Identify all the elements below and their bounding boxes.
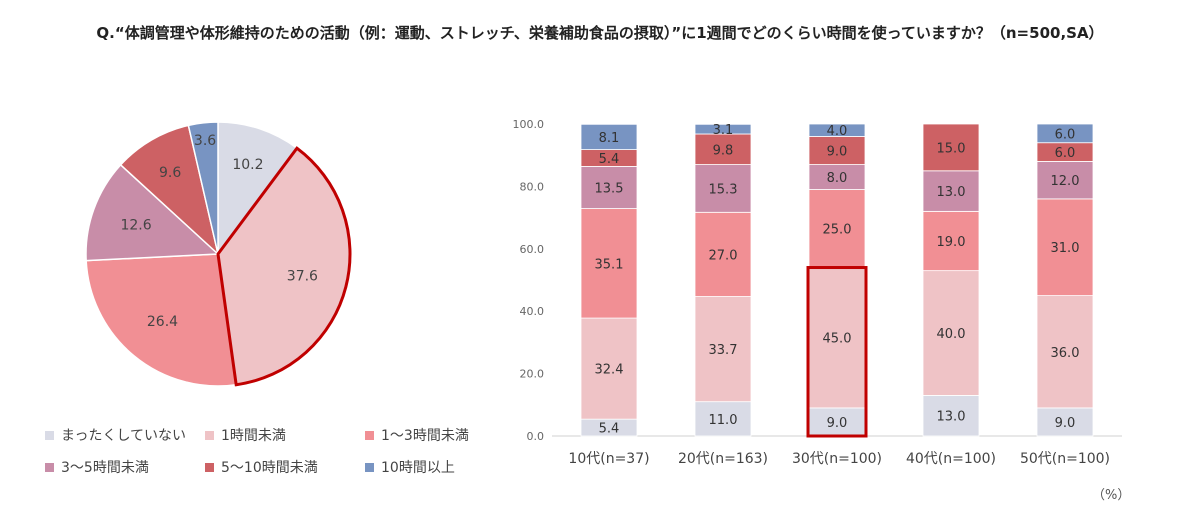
pie-slice: [85, 163, 220, 262]
legend: まったくしていない 1時間未満 1〜3時間未満 3〜5時間未満 5〜10時間未満…: [45, 425, 505, 477]
bar-segment: [808, 407, 866, 437]
x-category-label: 40代(n=100): [906, 451, 996, 467]
bar-segment: [808, 164, 866, 190]
bar-data-label: 6.0: [1055, 127, 1076, 142]
bar-segment: [1036, 198, 1094, 296]
bar-data-label: 40.0: [937, 327, 966, 342]
legend-swatch: [205, 430, 214, 440]
bar-data-label: 9.0: [1055, 416, 1076, 431]
bar-data-label: 11.0: [709, 413, 738, 428]
bar-data-label: 13.0: [937, 185, 966, 200]
bar-data-label: 27.0: [709, 248, 738, 263]
bar-data-label: 15.0: [937, 141, 966, 156]
legend-swatch: [365, 462, 374, 472]
pie-highlight-outline: [216, 146, 352, 387]
bar-segment: [922, 210, 980, 272]
y-tick-label: 0.0: [527, 430, 545, 443]
bar-data-label: 25.0: [823, 223, 852, 238]
pie-slice: [217, 121, 298, 257]
bar-segment: [694, 296, 752, 403]
legend-label: 10時間以上: [381, 460, 455, 476]
bar-data-label: 32.4: [595, 363, 624, 378]
chart-title: Q.“体調管理や体形維持のための活動（例：運動、ストレッチ、栄養補助食品の摂取）…: [96, 24, 1104, 42]
bar-data-label: 13.0: [937, 410, 966, 425]
bar-segment: [1036, 407, 1094, 437]
bar-data-label: 3.1: [713, 123, 734, 138]
unit-label: （%）: [1092, 488, 1131, 503]
bar-data-label: 4.0: [827, 124, 848, 139]
legend-item: 5〜10時間未満: [205, 457, 365, 477]
legend-swatch: [45, 430, 54, 440]
bar-segment: [694, 123, 752, 135]
bar-segment: [580, 166, 638, 209]
legend-swatch: [45, 462, 54, 472]
legend-label: 1〜3時間未満: [381, 428, 469, 444]
bar-data-label: 31.0: [1051, 241, 1080, 256]
pie-data-label: 9.6: [159, 165, 181, 181]
stacked-bar-chart: 0.0 20.0 40.0 60.0 80.0 100.0 5.4 32.4 35.1 13.5 5…: [513, 118, 1122, 467]
bar-data-label: 12.0: [1051, 174, 1080, 189]
pie-data-label: 12.6: [120, 217, 151, 233]
bar-data-label: 6.0: [1055, 146, 1076, 161]
legend-swatch: [205, 462, 214, 472]
pie-slice: [119, 124, 220, 257]
pie-data-label: 10.2: [232, 157, 263, 173]
bar-data-label: 45.0: [823, 332, 852, 347]
bar-segment: [808, 189, 866, 268]
legend-label: まったくしていない: [61, 428, 187, 444]
bar-segment: [694, 211, 752, 297]
legend-label: 1時間未満: [221, 428, 286, 444]
pie-slice: [85, 253, 238, 387]
bar-data-label: 5.4: [599, 152, 620, 167]
bar-data-label: 33.7: [709, 343, 738, 358]
bar-data-label: 9.0: [827, 145, 848, 160]
pie-data-label: 37.6: [287, 269, 318, 285]
bar-segment: [694, 401, 752, 437]
bar-data-label: 13.5: [595, 181, 624, 196]
y-tick-label: 100.0: [513, 118, 545, 131]
bar-data-label: 36.0: [1051, 346, 1080, 361]
x-category-label: 50代(n=100): [1020, 451, 1110, 467]
bar-data-label: 19.0: [937, 235, 966, 250]
bar-segment: [580, 208, 638, 319]
legend-item: まったくしていない: [45, 425, 205, 445]
bar-highlight-outline: [806, 266, 868, 438]
legend-item: 10時間以上: [365, 457, 505, 477]
bar-segment: [580, 123, 638, 150]
x-category-label: 10代(n=37): [568, 451, 649, 467]
pie-data-label: 26.4: [147, 314, 178, 330]
bar-segment: [1036, 161, 1094, 200]
bar-segment: [1036, 295, 1094, 409]
bar-segment: [922, 123, 980, 172]
legend-item: 1時間未満: [205, 425, 365, 445]
legend-item: 1〜3時間未満: [365, 425, 505, 445]
legend-label: 5〜10時間未満: [221, 460, 318, 476]
bar-data-label: 35.1: [595, 257, 624, 272]
y-tick-label: 60.0: [520, 243, 545, 256]
bar-segment: [694, 133, 752, 165]
bar-segment: [1036, 123, 1094, 144]
legend-item: 3〜5時間未満: [45, 457, 205, 477]
bar-segment: [808, 136, 866, 165]
bar-segment: [922, 170, 980, 212]
bar-data-label: 9.8: [713, 143, 734, 158]
pie-chart: 10.2 37.6 26.4 12.6 9.6 3.6: [85, 121, 352, 387]
y-tick-label: 80.0: [520, 180, 545, 193]
bar-data-label: 9.0: [827, 416, 848, 431]
bar-data-label: 8.0: [827, 171, 848, 186]
y-tick-label: 20.0: [520, 368, 545, 381]
pie-slice: [187, 121, 219, 255]
x-category-label: 30代(n=100): [792, 451, 882, 467]
bar-segment: [922, 395, 980, 437]
x-category-label: 20代(n=163): [678, 451, 768, 467]
bar-segment: [808, 123, 866, 137]
legend-swatch: [365, 430, 374, 440]
bar-data-label: 5.4: [599, 422, 620, 437]
bar-data-label: 15.3: [709, 182, 738, 197]
y-tick-label: 40.0: [520, 305, 545, 318]
bar-data-label: 8.1: [599, 131, 620, 146]
bar-segment: [922, 270, 980, 396]
pie-data-label: 3.6: [194, 133, 216, 149]
legend-label: 3〜5時間未満: [61, 460, 149, 476]
